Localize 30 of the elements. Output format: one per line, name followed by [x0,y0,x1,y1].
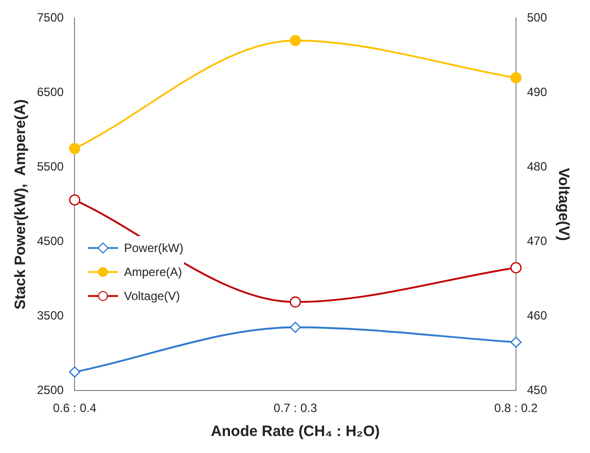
y2-tick-label: 480 [526,159,548,174]
point [290,34,301,46]
point [69,194,80,206]
y-tick-label: 4500 [36,234,64,248]
legend-label: Power(kW) [122,236,186,260]
point [290,296,301,308]
x-tick-label: 0.6 : 0.4 [53,401,97,416]
y-tick-label: 3500 [36,308,64,322]
y-tick-label: 2500 [36,382,64,397]
y2-tick-label: 460 [526,308,548,322]
point [510,262,522,274]
y-tick-label: 5500 [36,159,64,174]
point [510,336,522,348]
x-tick-label: 0.7 : 0.3 [274,401,318,416]
y2-tick-label: 500 [526,10,548,25]
y2-tick-label: 450 [526,382,548,397]
legend-label: Voltage(V) [122,284,182,308]
y2-tick-label: 490 [526,84,548,99]
point [510,72,522,84]
y-tick-label: 6500 [36,84,64,99]
y2-axis-title: Voltage(V) [554,168,572,241]
y-tick-label: 7500 [36,10,64,25]
point [69,142,80,154]
x-tick-label: 0.8 : 0.2 [494,401,538,416]
y2-tick-label: 470 [526,234,548,248]
y-axis-title: Stack Power(kW), Ampere(A) [12,99,30,310]
point [290,322,301,333]
legend-label: Ampere(A) [122,260,184,284]
x-axis-title: Anode Rate (CH₄ : H₂O) [210,423,380,440]
point [69,366,80,378]
